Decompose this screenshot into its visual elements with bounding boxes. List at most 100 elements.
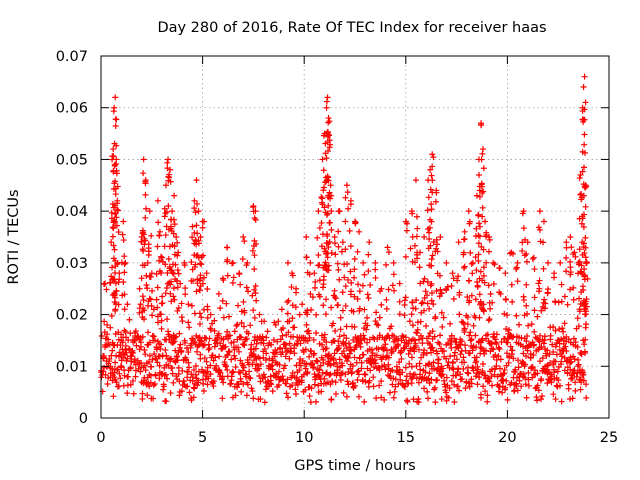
spike-point	[476, 233, 483, 240]
spike-point	[428, 201, 435, 208]
spike-point	[578, 220, 585, 227]
band-point	[351, 354, 358, 361]
band-point	[130, 390, 137, 397]
band-point	[438, 396, 445, 403]
spike-point	[509, 298, 516, 305]
y-tick-label: 0.05	[56, 152, 88, 168]
spike-point	[331, 240, 338, 247]
spike-point	[581, 131, 588, 138]
band-point	[454, 383, 461, 390]
band-point	[493, 340, 500, 347]
band-point	[541, 337, 548, 344]
spike-point	[121, 306, 128, 313]
spike-point	[489, 299, 496, 306]
band-point	[275, 318, 282, 325]
band-point	[514, 387, 521, 394]
spike-point	[142, 214, 149, 221]
spike-point	[236, 270, 243, 277]
spike-point	[288, 284, 295, 291]
band-point	[428, 376, 435, 383]
spike-point	[490, 280, 497, 287]
spike-point	[137, 301, 144, 308]
spike-point	[320, 281, 327, 288]
spike-point	[427, 262, 434, 269]
data-point	[366, 239, 373, 246]
band-point	[355, 393, 362, 400]
band-point	[262, 374, 269, 381]
band-point	[367, 367, 374, 374]
band-point	[145, 329, 152, 336]
band-point	[180, 377, 187, 384]
spike-point	[480, 301, 487, 308]
band-point	[544, 347, 551, 354]
spike-point	[309, 294, 316, 301]
band-point	[286, 340, 293, 347]
spike-point	[413, 233, 420, 240]
spike-point	[323, 155, 330, 162]
band-point	[168, 355, 175, 362]
band-point	[556, 326, 563, 333]
band-point	[330, 320, 337, 327]
spike-point	[460, 251, 467, 258]
spike-point	[168, 298, 175, 305]
band-point	[261, 318, 268, 325]
band-point	[412, 340, 419, 347]
spike-point	[164, 159, 171, 166]
band-point	[145, 358, 152, 365]
band-point	[296, 311, 303, 318]
band-point	[572, 387, 579, 394]
band-point	[311, 381, 318, 388]
band-point	[214, 334, 221, 341]
band-point	[297, 362, 304, 369]
band-point	[482, 388, 489, 395]
spike-point	[315, 252, 322, 259]
spike-point	[170, 230, 177, 237]
spike-point	[328, 249, 335, 256]
spike-point	[192, 261, 199, 268]
data-point	[189, 223, 196, 230]
band-point	[534, 370, 541, 377]
data-point	[185, 301, 192, 308]
spike-point	[480, 272, 487, 279]
spike-point	[428, 297, 435, 304]
band-point	[100, 364, 107, 371]
band-point	[337, 326, 344, 333]
band-point	[534, 313, 541, 320]
band-point	[330, 355, 337, 362]
spike-point	[414, 225, 421, 232]
data-point	[112, 94, 119, 101]
spike-point	[456, 289, 463, 296]
x-axis-ticks: 0 5 10 15 20 25	[96, 56, 618, 446]
spike-point	[324, 232, 331, 239]
band-point	[199, 366, 206, 373]
spike-point	[427, 216, 434, 223]
band-point	[399, 332, 406, 339]
band-point	[349, 362, 356, 369]
band-point	[222, 362, 229, 369]
band-point	[535, 387, 542, 394]
band-point	[419, 340, 426, 347]
data-point	[207, 311, 214, 318]
band-point	[146, 339, 153, 346]
band-point	[320, 359, 327, 366]
spike-point	[468, 260, 475, 267]
band-point	[550, 391, 557, 398]
band-point	[251, 314, 258, 321]
band-point	[540, 340, 547, 347]
spike-point	[325, 202, 332, 209]
spike-point	[475, 240, 482, 247]
band-point	[548, 379, 555, 386]
spike-point	[491, 261, 498, 268]
band-point	[451, 352, 458, 359]
band-point	[430, 359, 437, 366]
spike-point	[167, 290, 174, 297]
band-point	[435, 356, 442, 363]
band-point	[269, 388, 276, 395]
band-point	[393, 363, 400, 370]
spike-point	[359, 282, 366, 289]
spike-point	[120, 237, 127, 244]
band-point	[296, 367, 303, 374]
spike-point	[196, 287, 203, 294]
band-point	[275, 381, 282, 388]
band-point	[150, 382, 157, 389]
